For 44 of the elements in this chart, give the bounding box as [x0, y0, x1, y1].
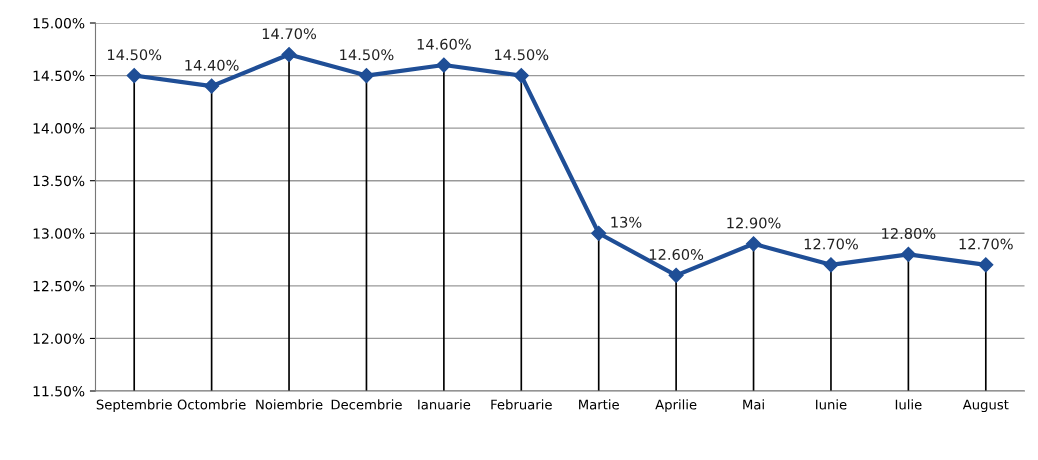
- x-tick-label: Decembrie: [331, 399, 402, 410]
- y-tick-label: 15.00%: [33, 17, 85, 29]
- data-label: 12.80%: [882, 227, 936, 239]
- x-tick-label: Octombrie: [177, 399, 246, 410]
- point: [978, 257, 994, 273]
- y-tick-label: 11.50%: [33, 385, 85, 397]
- x-tick-label: Ianuarie: [418, 399, 471, 410]
- point: [436, 57, 452, 73]
- x-tick-label: Februarie: [491, 399, 552, 410]
- data-label: 12.90%: [727, 217, 781, 229]
- y-tick-label: 13.00%: [33, 228, 85, 239]
- point: [668, 267, 684, 283]
- point: [823, 257, 839, 273]
- x-tick-label: Aprilie: [655, 399, 697, 413]
- data-label: 14.70%: [262, 28, 317, 40]
- x-tick-label: Noiembrie: [256, 399, 323, 410]
- point: [126, 68, 142, 84]
- data-label: 12.70%: [959, 238, 1013, 250]
- point: [358, 68, 375, 84]
- data-label: 14.60%: [417, 38, 471, 50]
- data-label: 14.40%: [185, 59, 239, 71]
- point: [204, 78, 220, 94]
- data-label: 14.50%: [495, 49, 549, 61]
- point: [513, 68, 529, 84]
- y-tick-label: 12.00%: [33, 333, 85, 344]
- data-label: 14.50%: [340, 49, 394, 61]
- x-tick-label: Mai: [743, 399, 764, 410]
- x-tick-label: Iunie: [816, 399, 847, 410]
- data-label: 14.50%: [108, 49, 162, 61]
- data-label: 12.60%: [649, 248, 704, 261]
- point: [281, 46, 297, 63]
- y-tick-label: 12.50%: [33, 280, 85, 292]
- data-label: 12.70%: [804, 238, 858, 250]
- x-tick-label: August: [962, 399, 1009, 413]
- x-tick-label: Septembrie: [96, 399, 172, 413]
- point: [745, 236, 762, 252]
- y-tick-label: 14.00%: [33, 123, 85, 134]
- x-tick-label: Iulie: [895, 399, 922, 410]
- y-tick-label: 14.50%: [33, 70, 85, 82]
- point: [900, 246, 916, 262]
- point: [591, 225, 607, 241]
- x-tick-label: Martie: [579, 399, 619, 410]
- y-tick-label: 13.50%: [33, 175, 85, 187]
- data-label: 13%: [611, 216, 642, 228]
